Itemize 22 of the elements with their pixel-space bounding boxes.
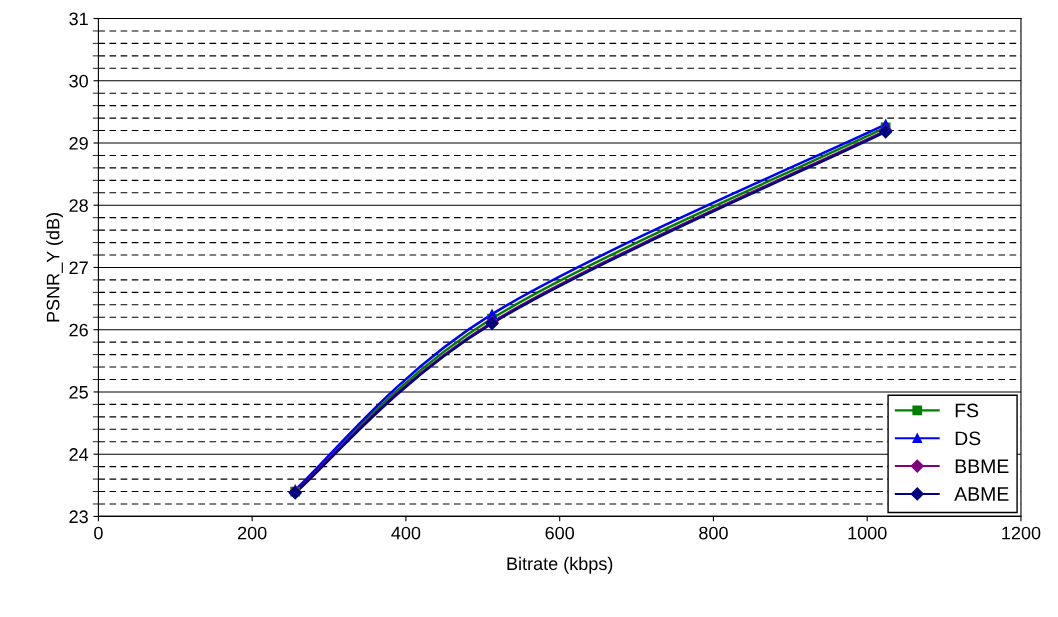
y-tick-label: 27 bbox=[69, 261, 88, 275]
x-tick-label: 200 bbox=[238, 526, 267, 540]
x-tick-label: 800 bbox=[699, 526, 728, 540]
y-tick-label: 23 bbox=[69, 510, 88, 524]
x-tick-label: 600 bbox=[545, 526, 575, 540]
y-tick-label: 25 bbox=[69, 385, 88, 399]
x-tick-label: 0 bbox=[94, 526, 103, 540]
x-tick-label: 1000 bbox=[848, 526, 887, 540]
x-tick-label: 1200 bbox=[1002, 526, 1041, 540]
y-tick-label: 29 bbox=[69, 136, 88, 150]
x-tick-label: 400 bbox=[391, 526, 421, 540]
y-tick-label: 31 bbox=[69, 12, 88, 26]
y-tick-label: 26 bbox=[69, 323, 88, 337]
x-axis-title: Bitrate (kbps) bbox=[507, 556, 613, 574]
legend-label: DS bbox=[955, 431, 981, 446]
legend-label: FS bbox=[955, 403, 979, 418]
y-tick-label: 24 bbox=[69, 448, 89, 461]
y-tick-label: 30 bbox=[69, 74, 88, 88]
legend-label: ABME bbox=[954, 487, 1009, 501]
y-tick-label: 28 bbox=[69, 199, 88, 212]
y-axis-title: PSNR_Y (dB) bbox=[46, 213, 64, 322]
legend-label: BBME bbox=[955, 459, 1009, 473]
